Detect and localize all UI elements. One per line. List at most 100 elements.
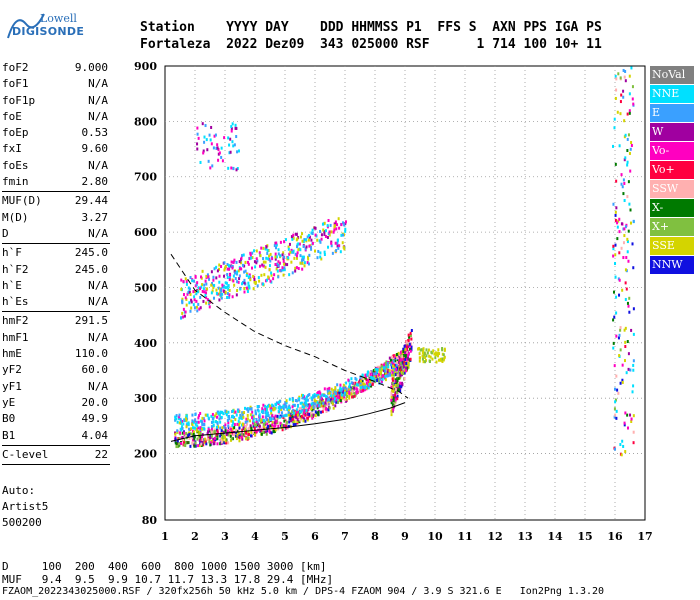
echo-point [206,437,209,441]
echo-point [621,363,624,367]
echo-point [275,417,278,421]
echo-point [188,427,191,431]
echo-point [337,396,340,400]
echo-point [343,233,346,237]
echo-point [274,414,277,418]
echo-point [201,422,204,426]
echo-point [186,433,189,437]
auto-program: Artist5 [2,500,49,513]
echo-point [319,391,322,395]
param-value: N/A [88,93,108,107]
echo-point [247,433,250,437]
echo-point [327,391,330,395]
echo-point [339,399,342,403]
echo-point [185,441,188,445]
echo-point [435,360,438,364]
echo-point [231,266,234,270]
echo-point [619,348,622,352]
echo-point [614,243,617,247]
echo-point [265,418,268,422]
echo-point [218,151,221,155]
echo-point [234,418,237,422]
echo-point [260,246,263,250]
echo-point [251,421,254,425]
echo-point [207,430,210,434]
param-value: N/A [88,330,108,344]
echo-point [295,232,298,236]
auto-label: Auto: [2,484,36,497]
param-separator [2,444,110,446]
echo-point [294,269,297,273]
echo-point [298,410,301,414]
echo-point [255,420,258,424]
echo-point [353,386,356,390]
echo-point [241,282,244,286]
echo-point [295,266,298,270]
echo-point [343,393,346,397]
echo-point [270,405,273,409]
echo-point [181,301,184,305]
echo-point [290,250,293,254]
echo-point [624,79,627,83]
echo-point [326,402,329,406]
echo-point [239,267,242,271]
echo-point [437,354,440,358]
echo-point [345,397,348,401]
param-row: D N/A [2,226,110,242]
echo-point [279,254,282,258]
echo-point [334,386,337,390]
echo-point [299,261,302,265]
echo-point [223,290,226,294]
echo-point [312,394,315,398]
echo-point [215,291,218,295]
echo-point [310,247,313,251]
echo-point [281,423,284,427]
echo-point [228,267,231,271]
echo-point [625,287,628,291]
echo-point [207,427,210,431]
echo-point [178,421,181,425]
echo-point [252,274,255,278]
echo-point [327,408,330,412]
echo-point [260,419,263,423]
echo-point [222,430,225,434]
echo-point [229,434,232,438]
echo-point [341,393,344,397]
echo-point [196,142,199,146]
echo-point [232,409,235,413]
echo-point [622,68,625,72]
legend-item: X- [650,199,694,217]
echo-point [241,263,244,267]
echo-point [343,386,346,390]
echo-point [174,437,177,441]
echo-point [617,72,620,76]
echo-point [355,383,358,387]
echo-point [629,147,632,151]
echo-point [324,401,327,405]
echo-point [261,407,264,411]
echo-point [618,230,621,234]
x-tick-label: 2 [191,530,199,543]
echo-point [209,443,212,447]
echo-point [333,224,336,228]
echo-point [392,384,395,388]
echo-point [294,415,297,419]
echo-point [624,281,627,285]
echo-point [277,275,280,279]
echo-point [320,237,323,241]
echo-point [399,374,402,378]
echo-point [300,393,303,397]
echo-point [627,229,630,233]
echo-point [203,419,206,423]
echo-point [332,230,335,234]
echo-point [337,246,340,250]
echo-point [266,418,269,422]
echo-point [406,364,409,368]
echo-point [236,167,239,171]
echo-point [425,348,428,352]
echo-point [302,255,305,259]
x-tick-label: 15 [577,530,592,543]
param-name: foEp [2,126,29,140]
echo-point [425,354,428,358]
echo-point [297,267,300,271]
